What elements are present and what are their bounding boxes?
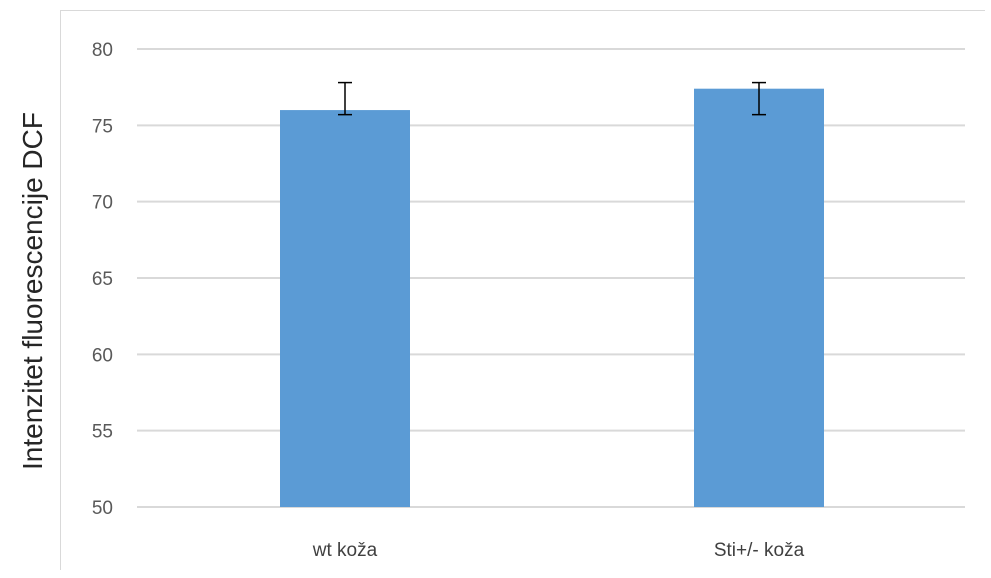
error-bars [338,81,766,116]
y-tick-label: 55 [92,422,113,443]
x-category-labels: wt koža Sti+/- koža [312,540,805,561]
y-tick-label: 70 [92,193,113,214]
y-tick-label: 65 [92,269,113,290]
chart-frame [60,10,985,570]
y-tick-label: 60 [92,345,113,366]
y-axis-title: Intenzitet fluorescencije DCF [17,112,48,470]
gridlines [137,48,965,508]
bar [694,88,824,508]
y-tick-label: 75 [92,116,113,137]
x-category-label: Sti+/- koža [714,540,805,561]
y-tick-labels: 50 55 60 65 70 75 80 [92,40,113,519]
bar [280,110,410,508]
error-bar [752,81,766,116]
error-bar [338,81,352,116]
y-tick-label: 80 [92,40,113,61]
bars [280,88,824,508]
x-category-label: wt koža [312,540,378,561]
y-tick-label: 50 [92,498,113,519]
